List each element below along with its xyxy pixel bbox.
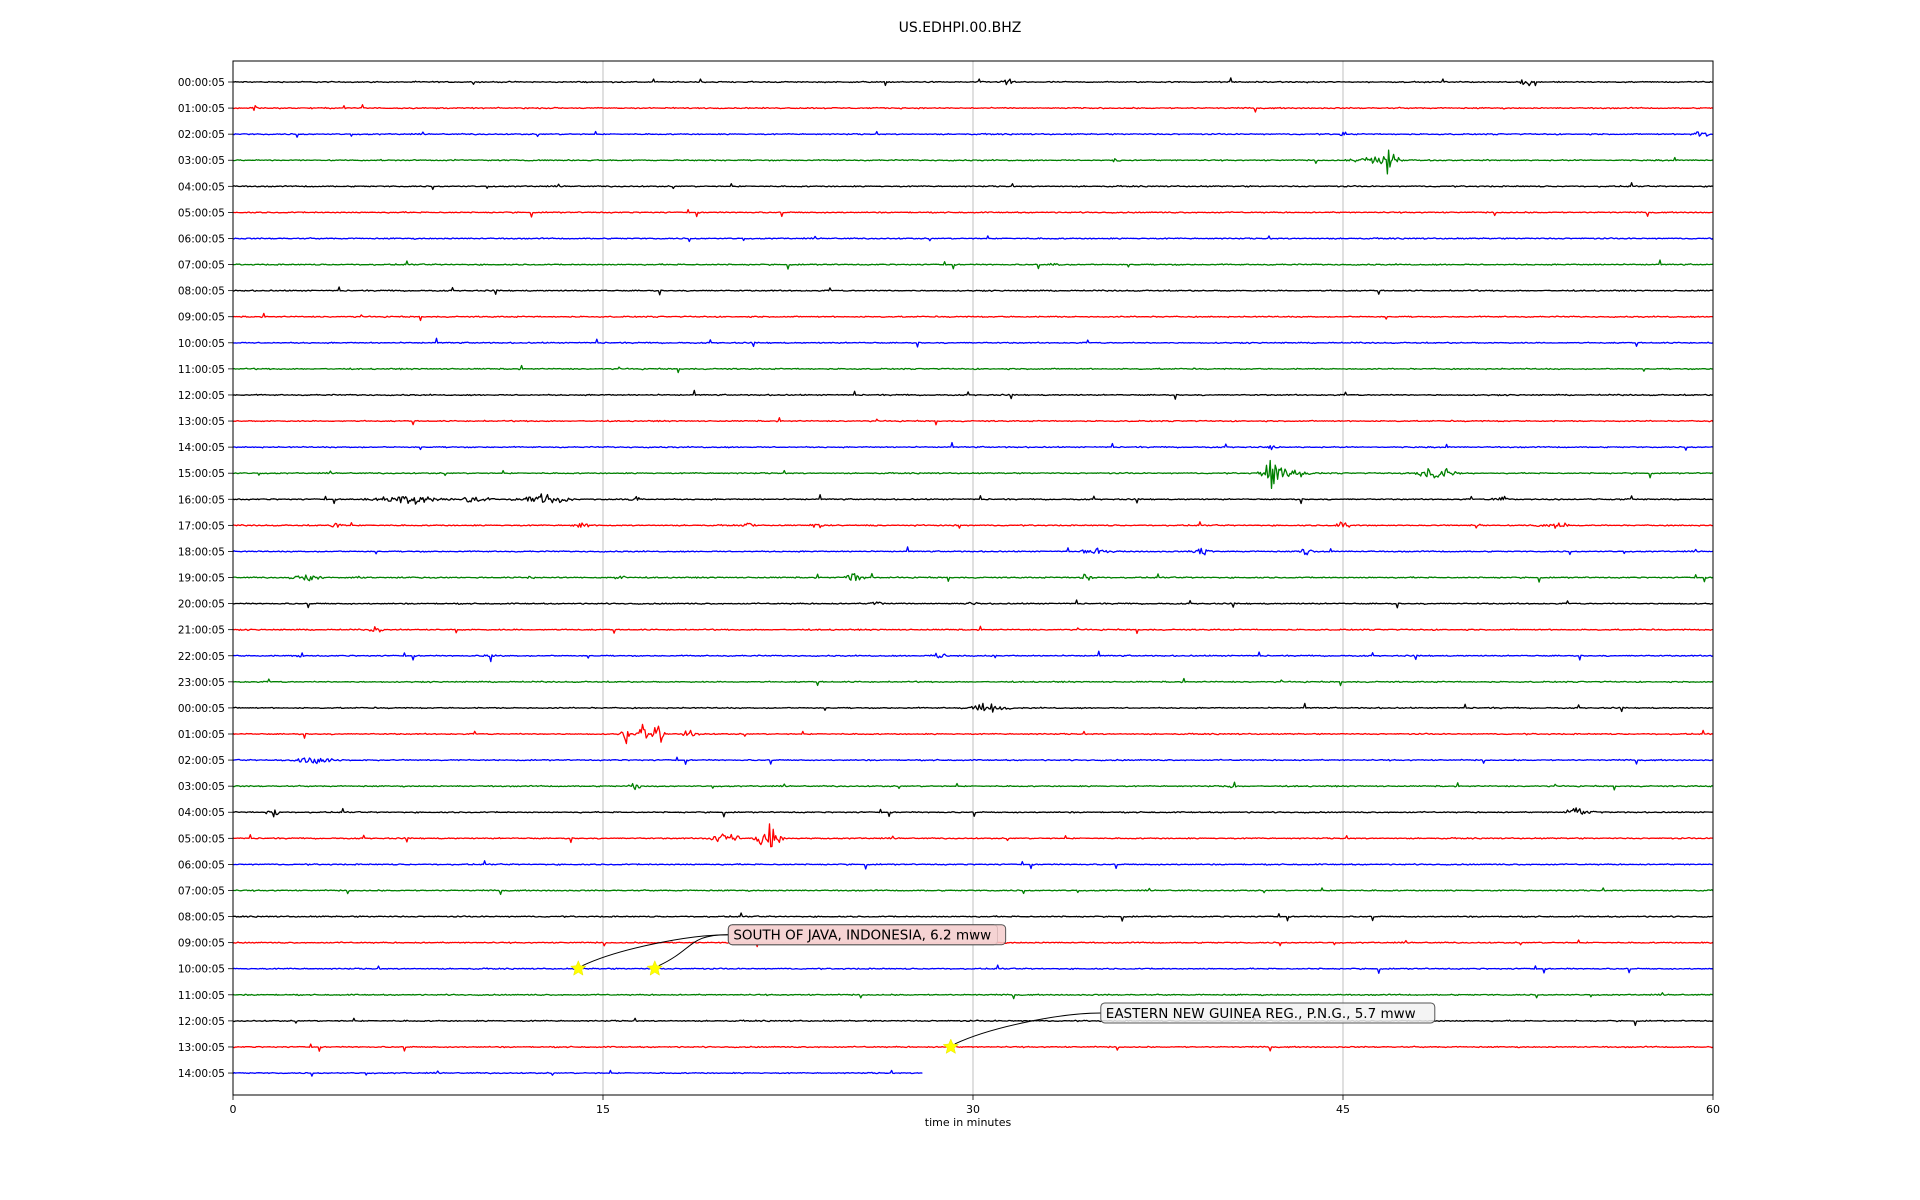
annotation-label: SOUTH OF JAVA, INDONESIA, 6.2 mww (733, 928, 991, 944)
trace-line (232, 149, 1714, 175)
trace-line (232, 1043, 1714, 1052)
trace-line (232, 286, 1713, 296)
trace-line (232, 312, 1714, 322)
annotation-connector (954, 1012, 1101, 1045)
row-time-label: 01:00:05 (178, 103, 225, 115)
row-time-label: 00:00:05 (178, 77, 225, 89)
event-star-marker (942, 1038, 960, 1054)
row-time-label: 13:00:05 (178, 416, 225, 428)
row-time-label: 11:00:05 (178, 364, 225, 376)
event-star-marker (646, 960, 664, 976)
row-time-label: 21:00:05 (178, 625, 225, 637)
row-time-label: 10:00:05 (178, 338, 225, 350)
row-time-label: 13:00:05 (178, 1042, 225, 1054)
row-time-label: 15:00:05 (178, 468, 225, 480)
annotation-box (1100, 1002, 1436, 1024)
row-time-label: 03:00:05 (178, 155, 225, 167)
row-time-label: 14:00:05 (178, 442, 225, 454)
trace-line (232, 235, 1714, 243)
trace-line (232, 723, 1714, 745)
row-time-label: 14:00:05 (178, 1068, 225, 1080)
row-time-label: 08:00:05 (178, 286, 225, 298)
trace-line (233, 677, 1714, 687)
row-time-label: 05:00:05 (178, 833, 225, 845)
row-time-label: 16:00:05 (178, 494, 225, 506)
trace-line (232, 781, 1714, 791)
x-tick-label: 60 (1706, 1103, 1720, 1116)
row-time-label: 19:00:05 (178, 573, 225, 585)
row-time-label: 02:00:05 (178, 129, 225, 141)
row-time-label: 11:00:05 (178, 990, 225, 1002)
x-tick-label: 0 (230, 1103, 237, 1116)
row-time-label: 07:00:05 (178, 260, 225, 272)
trace-line (232, 823, 1713, 848)
chart-title: US.EDHPI.00.BHZ (898, 20, 1022, 36)
x-tick-label: 30 (966, 1103, 980, 1116)
row-time-label: 09:00:05 (178, 938, 225, 950)
row-time-label: 07:00:05 (178, 885, 225, 897)
row-time-label: 17:00:05 (178, 520, 225, 532)
trace-line (232, 702, 1713, 713)
annotation-connector (582, 934, 729, 967)
trace-line (233, 208, 1714, 218)
row-time-label: 00:00:05 (178, 703, 225, 715)
x-tick-label: 15 (596, 1103, 610, 1116)
trace-line (232, 1069, 923, 1077)
row-time-label: 01:00:05 (178, 729, 225, 741)
row-time-label: 18:00:05 (178, 546, 225, 558)
trace-line (232, 459, 1714, 490)
trace-line (232, 1016, 1714, 1027)
trace-line (232, 130, 1714, 138)
trace-line (232, 992, 1714, 1000)
trace-line (232, 625, 1713, 635)
trace-line (232, 599, 1713, 609)
row-time-label: 12:00:05 (178, 1016, 225, 1028)
row-time-label: 09:00:05 (178, 312, 225, 324)
trace-line (232, 259, 1714, 270)
row-time-label: 22:00:05 (178, 651, 225, 663)
trace-line (232, 493, 1714, 505)
annotation-connector (658, 934, 729, 967)
trace-line (232, 364, 1714, 374)
row-time-label: 20:00:05 (178, 599, 225, 611)
trace-line (232, 572, 1714, 583)
trace-line (232, 104, 1714, 113)
trace-line (232, 417, 1714, 426)
trace-line (232, 77, 1714, 87)
row-time-label: 23:00:05 (178, 677, 225, 689)
trace-line (232, 756, 1714, 765)
annotation-label: EASTERN NEW GUINEA REG., P.N.G., 5.7 mww (1106, 1006, 1416, 1022)
trace-line (232, 964, 1714, 974)
row-time-label: 04:00:05 (178, 181, 225, 193)
trace-line (232, 546, 1714, 556)
row-time-label: 03:00:05 (178, 781, 225, 793)
trace-line (232, 887, 1714, 896)
trace-line (232, 337, 1714, 348)
annotation-box (727, 924, 1007, 946)
x-tick-label: 45 (1336, 1103, 1350, 1116)
trace-line (233, 912, 1714, 922)
trace-line (232, 650, 1714, 663)
row-time-label: 05:00:05 (178, 207, 225, 219)
row-time-label: 02:00:05 (178, 755, 225, 767)
row-time-label: 12:00:05 (178, 390, 225, 402)
row-time-label: 06:00:05 (178, 859, 225, 871)
trace-line (232, 182, 1714, 191)
trace-line (232, 860, 1714, 870)
trace-line (232, 441, 1714, 451)
trace-line (232, 521, 1713, 529)
row-time-label: 06:00:05 (178, 233, 225, 245)
row-time-label: 10:00:05 (178, 964, 225, 976)
event-star-marker (570, 960, 587, 976)
trace-line (232, 389, 1714, 400)
row-time-label: 04:00:05 (178, 807, 225, 819)
row-time-label: 08:00:05 (178, 912, 225, 924)
x-axis-label: time in minutes (925, 1116, 1012, 1129)
trace-line (233, 807, 1714, 818)
